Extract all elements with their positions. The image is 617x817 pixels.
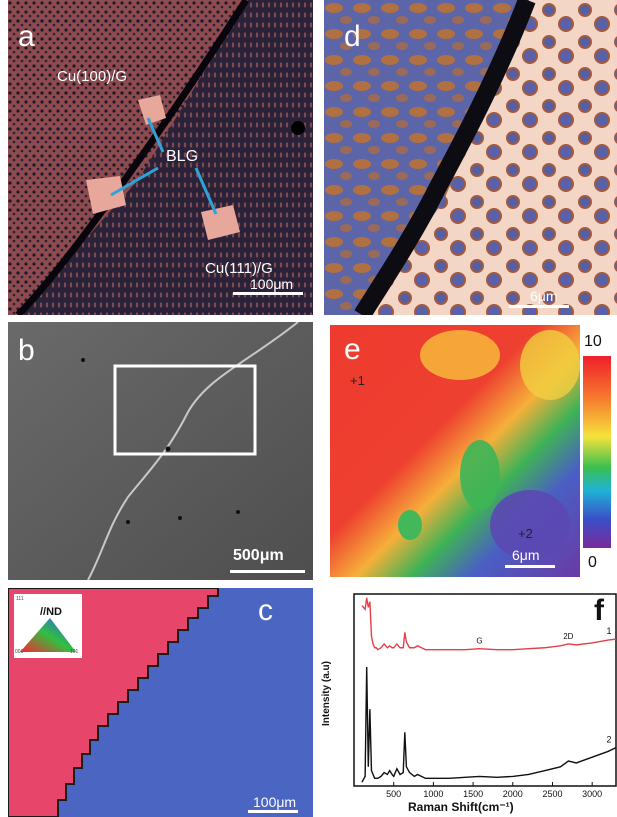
- panel-a-scale-label: 100μm: [250, 276, 294, 292]
- ipf-tick-111: 111: [16, 596, 24, 602]
- plot-frame: [353, 593, 617, 787]
- panel-f-label: f: [594, 594, 604, 627]
- series-line-1: [361, 597, 617, 651]
- series-line-2: [361, 666, 617, 783]
- colorbar: [583, 356, 611, 548]
- raman-spectra-chart: 1 2 500 1000 1500 2000 2500 3000 G 2D: [353, 593, 617, 799]
- x-tick-label: 3000: [582, 789, 602, 799]
- panel-c-scale-label: 100μm: [253, 794, 297, 810]
- panel-b: b 500μm: [8, 322, 313, 580]
- panel-a-scale-bar: [233, 292, 303, 295]
- panel-d-image: [324, 0, 617, 315]
- x-tick-label: 500: [386, 789, 401, 799]
- zoom-region-box: [113, 364, 257, 456]
- panel-a-label: a: [18, 20, 35, 53]
- y-axis-label: Intensity (a.u): [321, 660, 333, 727]
- marker-1: +1: [350, 373, 365, 388]
- panel-b-label: b: [18, 334, 35, 367]
- marker-2: +2: [518, 526, 533, 541]
- ipf-legend: //ND 001 101 111: [14, 594, 82, 658]
- panel-c: //ND 001 101 111 c 100μm: [8, 588, 313, 817]
- annotation-cu111: Cu(111)/G: [205, 260, 273, 277]
- arrow-to-blg-2: [110, 166, 159, 197]
- panel-c-label: c: [258, 594, 273, 627]
- x-tick-label: 2500: [542, 789, 562, 799]
- arrow-to-blg-3: [194, 167, 218, 215]
- annotation-blg: BLG: [166, 148, 199, 165]
- panel-b-image: [8, 322, 313, 580]
- ipf-tick-001: 001: [15, 649, 24, 655]
- panel-e-scale-label: 6μm: [512, 547, 540, 563]
- ipf-tick-101: 101: [70, 649, 79, 655]
- panel-b-scale-bar: [230, 570, 305, 573]
- x-tick-label: 1000: [423, 789, 443, 799]
- panel-c-scale-bar: [248, 810, 298, 813]
- colorbar-max-label: 10: [584, 333, 602, 350]
- peak-label-2d: 2D: [563, 632, 573, 641]
- panel-e-image: [330, 325, 580, 577]
- x-axis-label: Raman Shift(cm⁻¹): [408, 800, 514, 814]
- panel-a: a Cu(100)/G BLG Cu(111)/G 100μm: [8, 0, 313, 315]
- peak-label-g: G: [476, 637, 482, 646]
- panel-e: +1 +2 e 6μm: [330, 325, 580, 577]
- series-label-2: 2: [606, 735, 611, 745]
- panel-a-image: [8, 0, 313, 315]
- series-label-1: 1: [606, 626, 611, 636]
- ipf-legend-title: //ND: [40, 606, 62, 618]
- panel-d-scale-bar: [509, 305, 569, 308]
- colorbar-min-label: 0: [588, 554, 597, 571]
- x-tick-label: 2000: [503, 789, 523, 799]
- panel-e-scale-bar: [505, 565, 555, 568]
- panel-d-label: d: [344, 20, 361, 53]
- x-tick-label: 1500: [463, 789, 483, 799]
- arrow-to-blg-1: [146, 117, 165, 153]
- annotation-cu100: Cu(100)/G: [57, 68, 128, 85]
- panel-d-scale-label: 6μm: [530, 288, 558, 304]
- panel-b-scale-label: 500μm: [233, 547, 284, 564]
- panel-f: 1 2 500 1000 1500 2000 2500 3000 G 2D f Raman S…: [318, 588, 617, 817]
- panel-d: d 6μm: [324, 0, 617, 315]
- panel-e-label: e: [344, 333, 361, 366]
